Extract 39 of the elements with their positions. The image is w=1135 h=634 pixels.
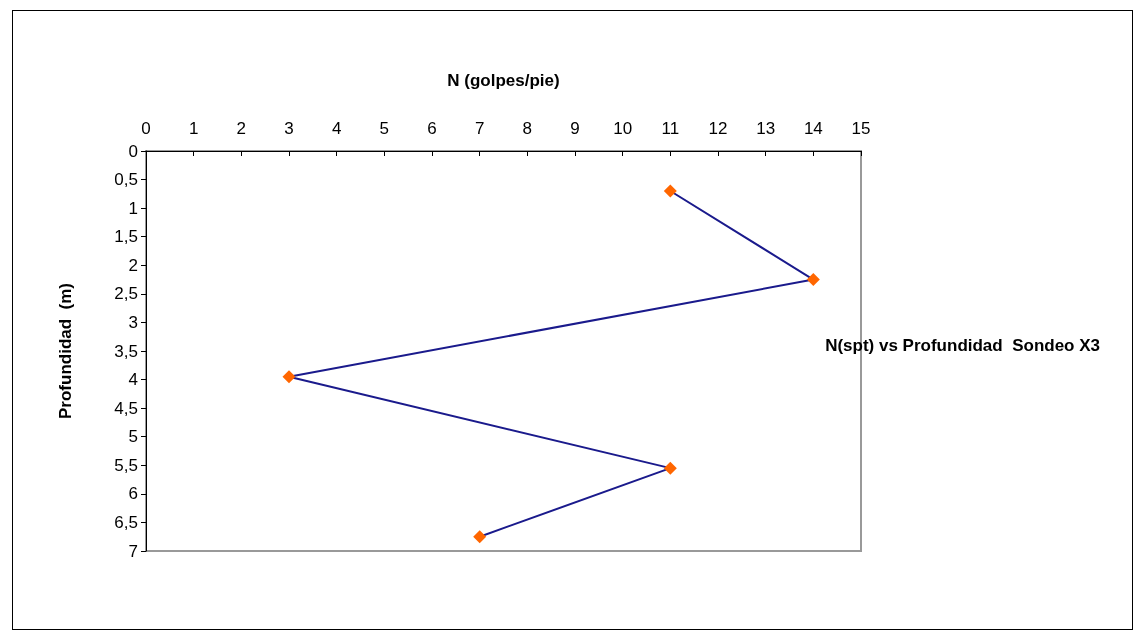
x-tick-label: 2 — [236, 119, 247, 138]
x-tick-label: 10 — [613, 119, 633, 138]
point — [663, 184, 677, 198]
point — [663, 461, 677, 475]
point — [473, 530, 487, 544]
x-tick-label: 15 — [851, 119, 871, 138]
y-tick-label: 4,5 — [114, 398, 138, 418]
y-tick-label: 2,5 — [114, 284, 138, 304]
x-tick-label: 3 — [284, 119, 294, 138]
y-tick-label: 3 — [128, 312, 138, 332]
x-tick-label: 4 — [331, 119, 342, 138]
y-tick-label: 6 — [128, 484, 138, 504]
y-axis-title: Profundidad (m) — [56, 283, 75, 419]
x-tick-label: 12 — [708, 119, 728, 138]
x-tick-label: 0 — [141, 119, 151, 138]
text: N(spt) vs Profundidad Sondeo X3 — [825, 336, 1101, 355]
x-tick-label: 14 — [803, 119, 823, 138]
x-tick-label: 13 — [756, 119, 776, 138]
x-tick-label: 5 — [379, 119, 390, 138]
x-tick-label: 1 — [188, 119, 199, 138]
y-tick-label: 5 — [128, 427, 138, 447]
y-tick-label: 3,5 — [114, 341, 138, 361]
y-tick-label: 6,5 — [114, 512, 138, 532]
x-tick-label: 6 — [427, 119, 437, 138]
x-axis-title: N (golpes/pie) — [447, 71, 560, 90]
y-tick-label: 7 — [128, 541, 138, 561]
point — [282, 370, 296, 384]
x-tick-label: 7 — [474, 119, 485, 138]
x-tick-label: 9 — [570, 119, 580, 138]
x-tick-label: 8 — [522, 119, 533, 138]
y-tick-label: 4 — [128, 370, 138, 390]
y-tick-label: 1,5 — [114, 227, 138, 247]
y-tick-label: 0 — [128, 141, 138, 161]
y-tick-label: 0,5 — [114, 170, 138, 190]
y-tick-label: 2 — [128, 255, 138, 275]
y-tick-label: 1 — [128, 198, 138, 218]
x-tick-label: 11 — [661, 119, 680, 138]
point — [806, 273, 820, 287]
y-tick-label: 5,5 — [114, 455, 138, 475]
